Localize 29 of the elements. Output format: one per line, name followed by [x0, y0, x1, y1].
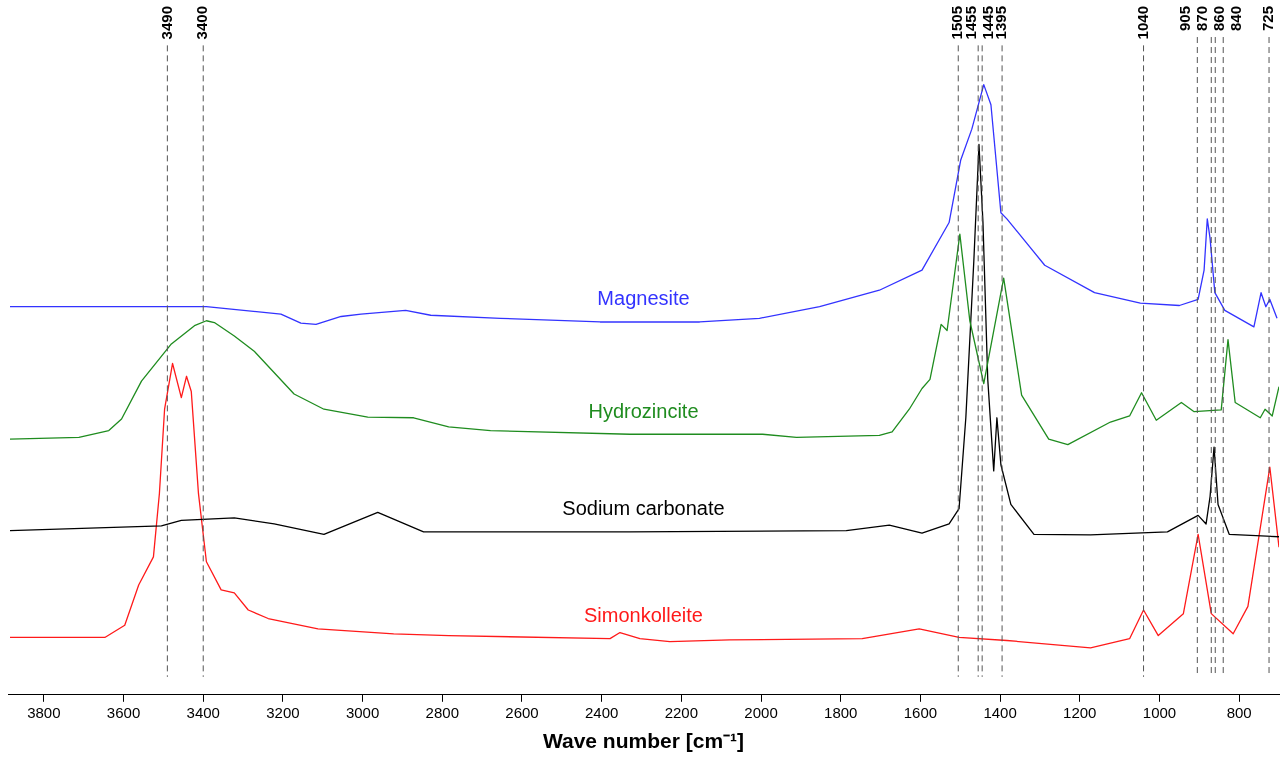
- series-label: Hydrozincite: [588, 399, 699, 422]
- x-tick-label: 800: [1226, 703, 1252, 721]
- ref-line-label: 725: [1259, 6, 1277, 32]
- x-axis-title: Wave number [cm⁻¹]: [542, 729, 745, 753]
- series-label: Sodium carbonate: [562, 497, 725, 520]
- series-label: Simonkolleite: [584, 604, 703, 627]
- x-tick-label: 1400: [983, 703, 1017, 721]
- ref-line-label: 840: [1227, 6, 1245, 32]
- ref-line-label: 3490: [157, 6, 175, 40]
- x-tick-label: 3400: [186, 703, 220, 721]
- x-tick-label: 3800: [27, 703, 61, 721]
- ref-line-label: 3400: [193, 6, 211, 40]
- ref-line-label: 905: [1176, 6, 1194, 32]
- x-tick-label: 2200: [664, 703, 699, 721]
- x-tick-label: 1200: [1063, 703, 1097, 721]
- x-tick-label: 1600: [903, 703, 938, 721]
- x-tick-label: 2600: [505, 703, 539, 721]
- x-tick-label: 3600: [106, 703, 141, 721]
- x-tick-label: 3200: [266, 703, 300, 721]
- x-tick-label: 1000: [1142, 703, 1177, 721]
- ref-line-label: 870: [1193, 6, 1211, 32]
- x-tick-label: 2800: [425, 703, 459, 721]
- x-tick-label: 2400: [584, 703, 619, 721]
- series-label: Magnesite: [597, 287, 690, 310]
- x-tick-label: 2000: [744, 703, 778, 721]
- x-tick-label: 1800: [824, 703, 858, 721]
- x-tick-label: 3000: [345, 703, 380, 721]
- ref-line-label: 1040: [1133, 6, 1151, 40]
- ref-line-label: 860: [1210, 6, 1228, 32]
